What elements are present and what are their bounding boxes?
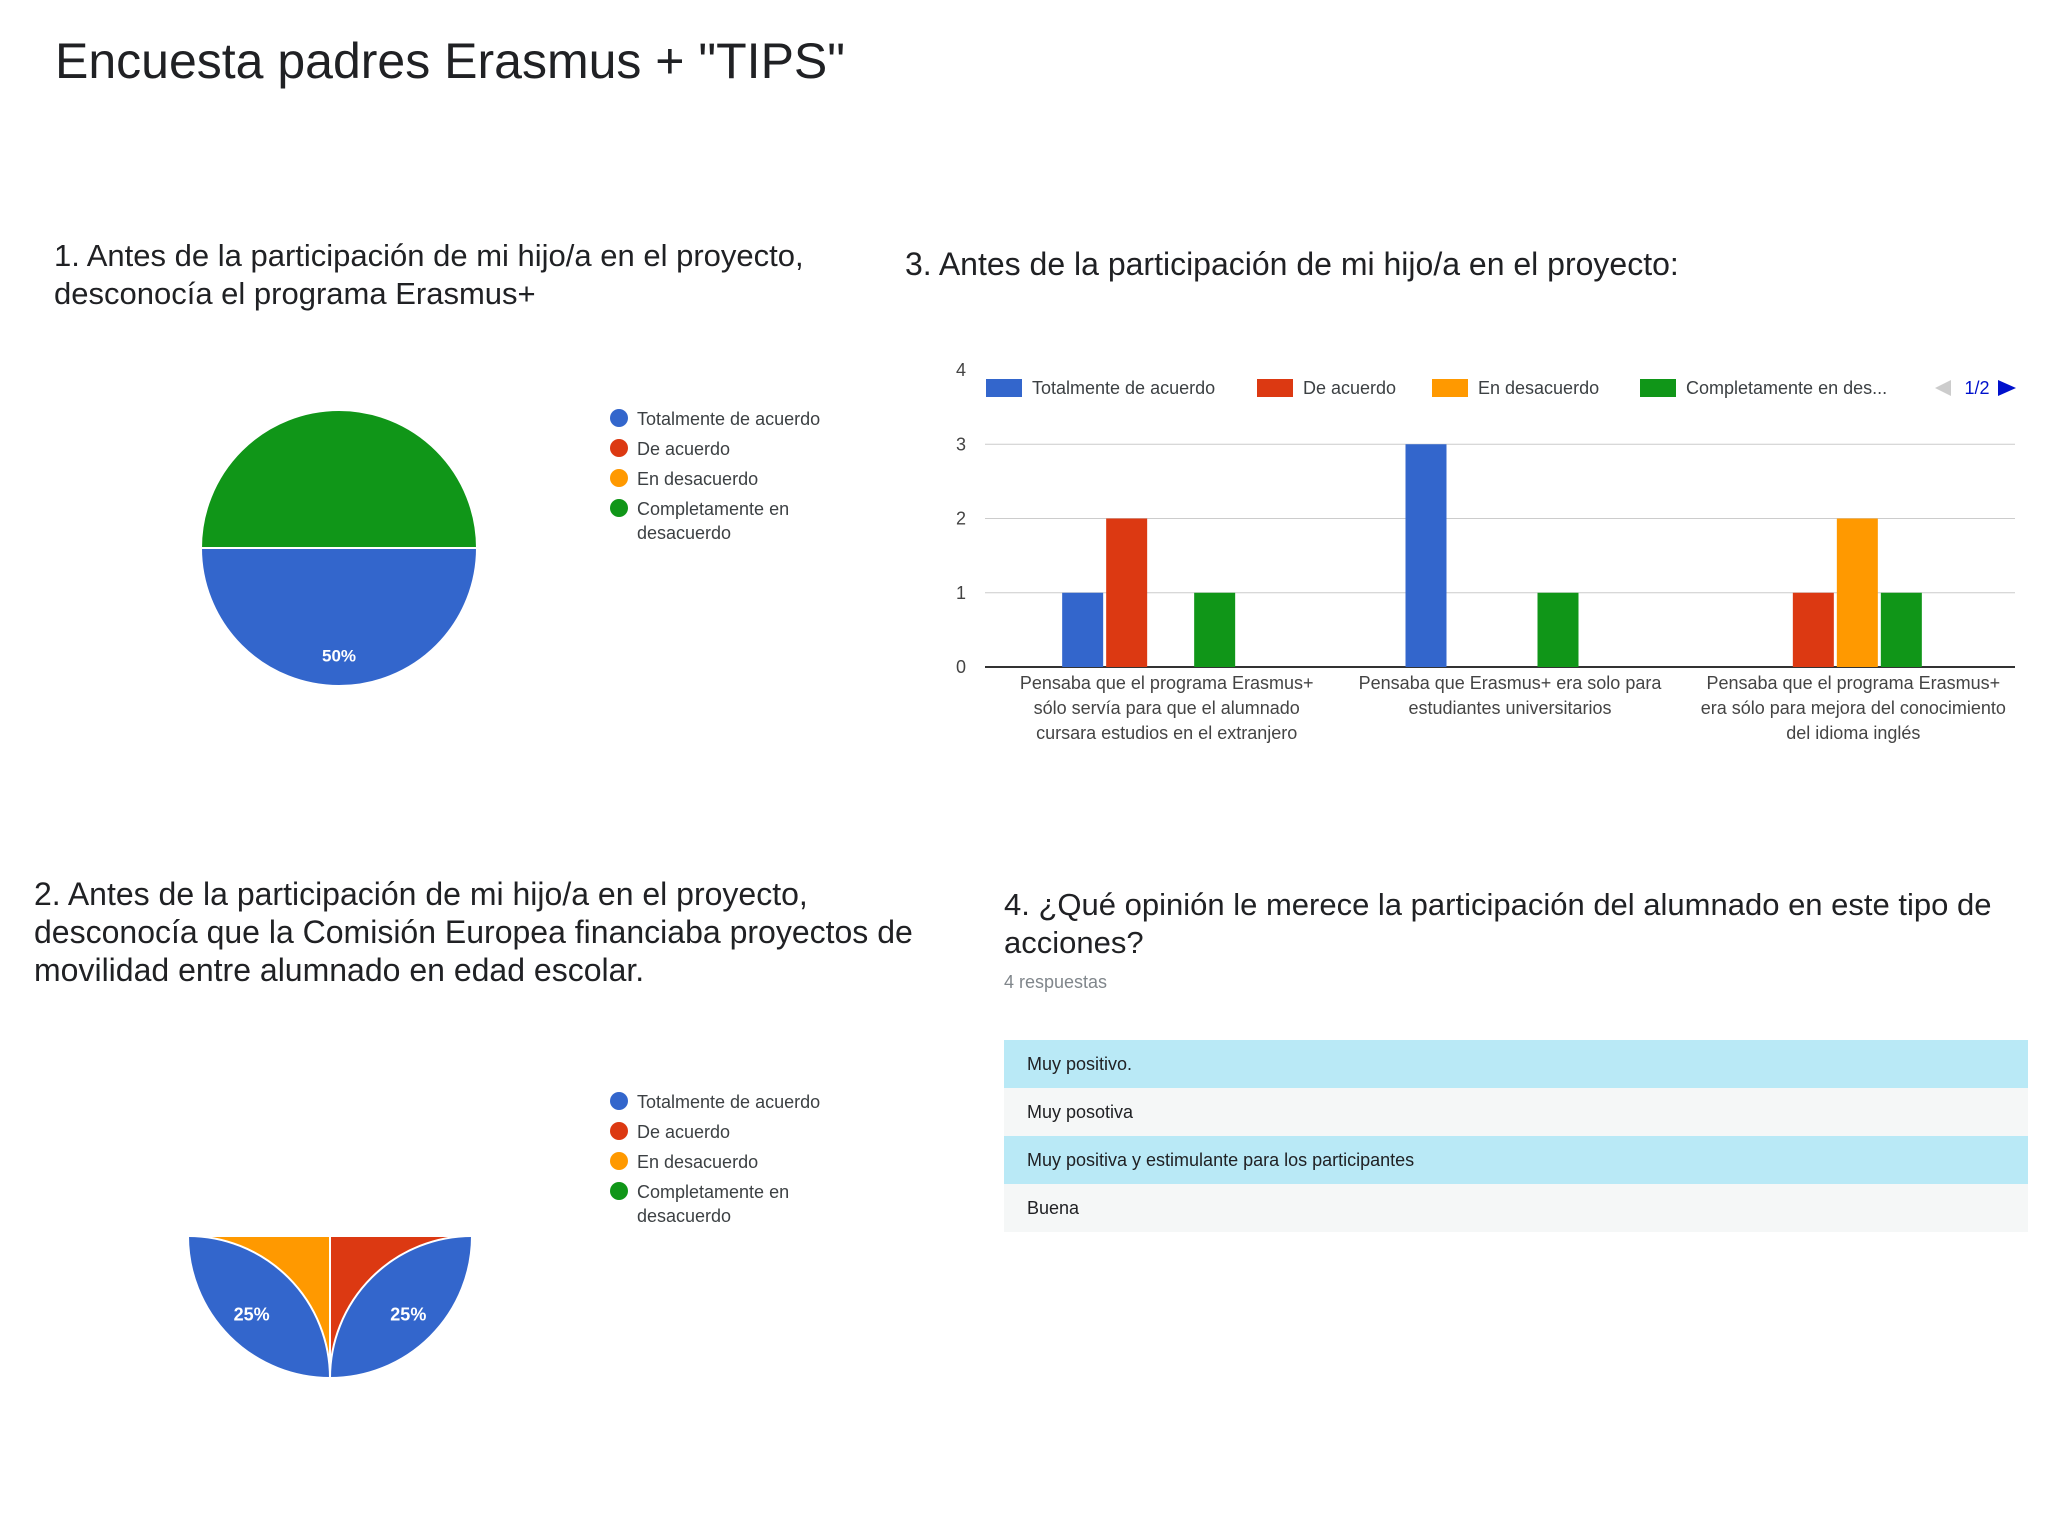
bar (1106, 518, 1148, 667)
legend-label: De acuerdo (637, 439, 731, 459)
response-row: Muy positivo. (1004, 1040, 2028, 1088)
legend-label: Completamente en des... (1686, 378, 1887, 398)
legend-label: En desacuerdo (1478, 378, 1599, 398)
x-category-label: del idioma inglés (1786, 723, 1920, 743)
x-category-label: Pensaba que el programa Erasmus+ (1020, 673, 1314, 693)
x-category-label: era sólo para mejora del conocimiento (1701, 698, 2006, 718)
pie-data-label: 25% (390, 1305, 426, 1325)
legend-orange-dot-icon (610, 1152, 628, 1170)
legend-item[interactable]: Completamente en desacuerdo (610, 1180, 820, 1228)
legend-prev-arrow-icon (1935, 380, 1951, 396)
legend-item[interactable]: Totalmente de acuerdo (610, 1090, 820, 1114)
response-count: 4 respuestas (1004, 972, 1108, 992)
legend-item[interactable]: En desacuerdo (610, 467, 820, 491)
bar (1405, 444, 1447, 667)
q2-legend: Totalmente de acuerdo De acuerdo En desa… (610, 1090, 820, 1234)
q1-title: 1. Antes de la participación de mi hijo/… (54, 237, 804, 313)
y-tick-label: 1 (956, 583, 966, 603)
legend-swatch (1257, 379, 1293, 397)
y-tick-label: 0 (956, 657, 966, 677)
legend-label: Totalmente de acuerdo (1032, 378, 1215, 398)
legend-label: Totalmente de acuerdo (637, 409, 821, 429)
legend-red-dot-icon (610, 439, 628, 457)
page-title: Encuesta padres Erasmus + "TIPS" (55, 33, 846, 89)
bar (1537, 592, 1579, 667)
q1-legend: Totalmente de acuerdo De acuerdo En desa… (610, 407, 820, 551)
legend-label: Completamente en desacuerdo (637, 499, 790, 543)
legend-red-dot-icon (610, 1122, 628, 1140)
response-row: Muy posotiva (1004, 1088, 2028, 1136)
pie-data-label: 50% (322, 647, 356, 666)
q4-title: 4. ¿Qué opinión le merece la participaci… (1004, 886, 1991, 962)
y-tick-label: 4 (956, 360, 966, 380)
legend-item[interactable]: Completamente en desacuerdo (610, 497, 820, 545)
legend-orange-dot-icon (610, 469, 628, 487)
legend-page-indicator: 1/2 (1964, 378, 1989, 398)
legend-blue-dot-icon (610, 1092, 628, 1110)
legend-green-dot-icon (610, 1182, 628, 1200)
legend-blue-dot-icon (610, 409, 628, 427)
pie-slice (329, 1235, 473, 1379)
q3-title: 3. Antes de la participación de mi hijo/… (905, 245, 1679, 283)
pie-slice (199, 547, 479, 687)
legend-item[interactable]: Totalmente de acuerdo (610, 407, 820, 431)
x-category-label: cursara estudios en el extranjero (1036, 723, 1297, 743)
response-row: Muy positiva y estimulante para los part… (1004, 1136, 2028, 1184)
legend-item[interactable]: De acuerdo (610, 1120, 820, 1144)
x-category-label: sólo servía para que el alumnado (1034, 698, 1300, 718)
bar (1880, 592, 1922, 667)
bar (1792, 592, 1834, 667)
q2-title: 2. Antes de la participación de mi hijo/… (34, 875, 913, 989)
legend-swatch (1432, 379, 1468, 397)
q2-title-line: 2. Antes de la participación de mi hijo/… (34, 876, 808, 912)
legend-item[interactable]: En desacuerdo (610, 1150, 820, 1174)
pie-data-label: 50% (312, 1116, 348, 1136)
q4-title-line: acciones? (1004, 925, 1144, 960)
legend-label: Completamente en desacuerdo (637, 1182, 790, 1226)
pie-slice (187, 1235, 331, 1379)
legend-swatch (1640, 379, 1676, 397)
x-category-label: Pensaba que Erasmus+ era solo para (1359, 673, 1663, 693)
legend-item[interactable]: De acuerdo (610, 437, 820, 461)
x-category-label: Pensaba que el programa Erasmus+ (1706, 673, 2000, 693)
bar (1062, 592, 1104, 667)
y-tick-label: 2 (956, 509, 966, 529)
pie-slice (199, 409, 479, 549)
pie-data-label: 25% (234, 1305, 270, 1325)
legend-label: En desacuerdo (637, 1152, 759, 1172)
q2-title-line: movilidad entre alumnado en edad escolar… (34, 952, 645, 988)
bar (1194, 592, 1236, 667)
q4-title-line: 4. ¿Qué opinión le merece la participaci… (1004, 887, 1992, 922)
legend-label: Totalmente de acuerdo (637, 1092, 821, 1112)
q3-title-line: 3. Antes de la participación de mi hijo/… (905, 246, 1679, 282)
legend-green-dot-icon (610, 499, 628, 517)
legend-label: De acuerdo (1303, 378, 1396, 398)
legend-label: De acuerdo (637, 1122, 731, 1142)
q2-title-line: desconocía que la Comisión Europea finan… (34, 914, 913, 950)
y-tick-label: 3 (956, 434, 966, 454)
q1-title-line: desconocía el programa Erasmus+ (54, 276, 536, 311)
legend-label: En desacuerdo (637, 469, 759, 489)
legend-next-arrow-icon (1998, 380, 2016, 396)
q1-title-line: 1. Antes de la participación de mi hijo/… (54, 238, 804, 273)
bar (1836, 518, 1878, 667)
legend-swatch (986, 379, 1022, 397)
x-category-label: estudiantes universitarios (1408, 698, 1611, 718)
response-list: Muy positivo. Muy posotiva Muy positiva … (1004, 1040, 2028, 1232)
response-row: Buena (1004, 1184, 2028, 1232)
